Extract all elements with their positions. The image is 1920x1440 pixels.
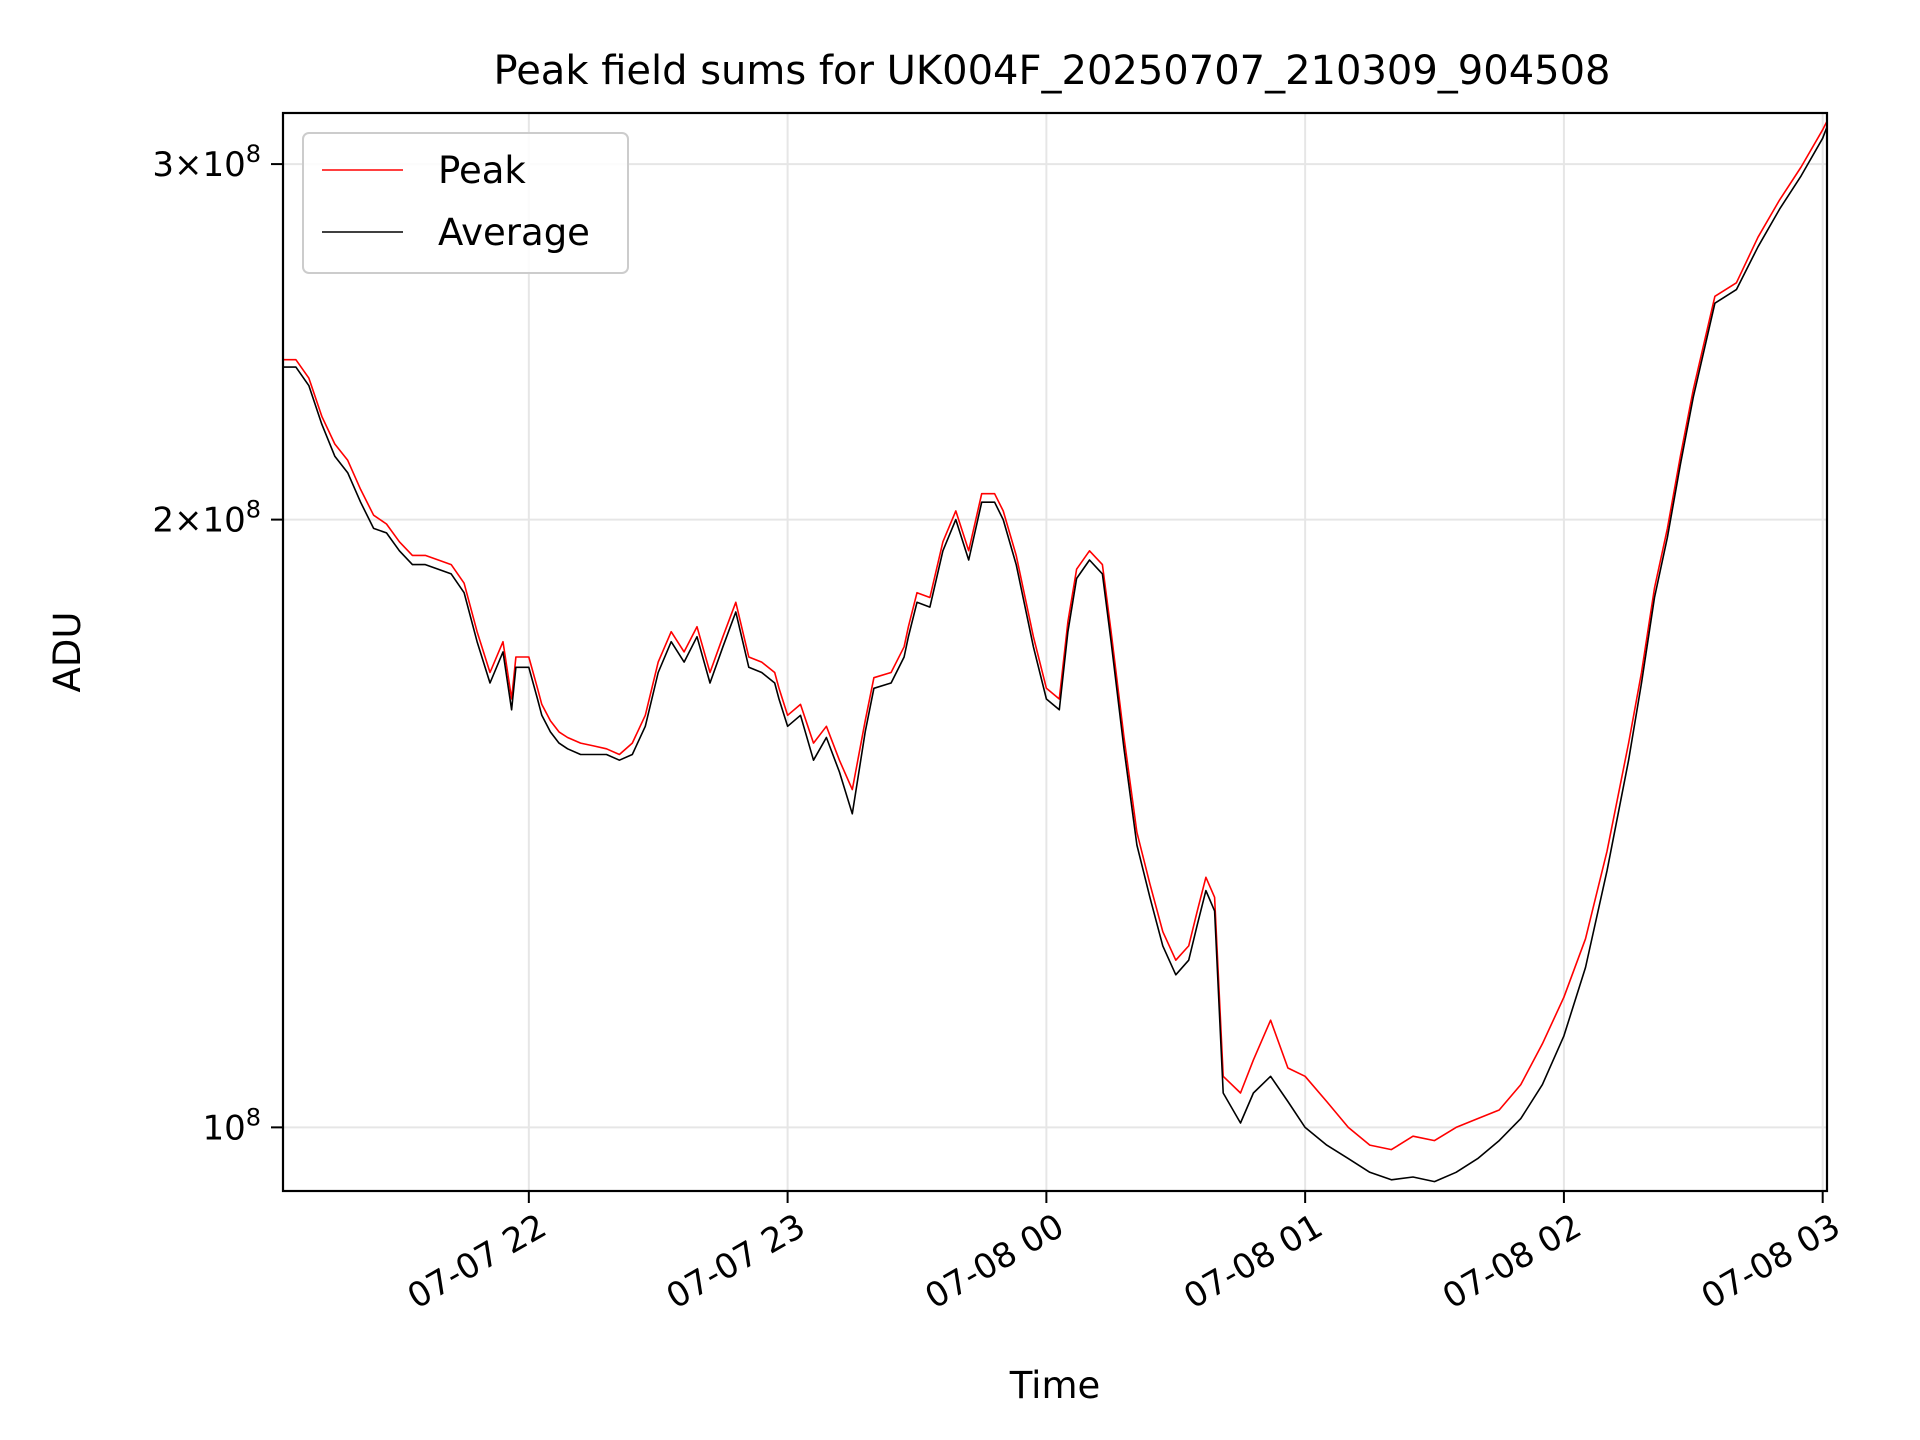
chart-title: Peak field sums for UK004F_20250707_2103… xyxy=(494,48,1611,94)
x-axis-label: Time xyxy=(1009,1364,1101,1407)
y-tick-exponent: 8 xyxy=(246,496,261,524)
y-tick-base: 10 xyxy=(202,1108,245,1148)
legend-label-average: Average xyxy=(438,211,590,254)
y-axis-label: ADU xyxy=(46,612,89,693)
y-tick-exponent: 8 xyxy=(246,140,261,168)
y-tick-label: 108 xyxy=(202,1103,261,1148)
plot-frame xyxy=(281,111,1829,1193)
legend-box xyxy=(302,132,629,274)
y-tick-label: 2×108 xyxy=(152,496,261,541)
series-line-peak xyxy=(283,120,1828,1151)
y-tick-exponent: 8 xyxy=(246,1103,261,1131)
plot-series xyxy=(283,120,1828,1183)
grid xyxy=(283,113,1827,1191)
y-tick-base: 3×10 xyxy=(152,145,245,185)
y-tick-base: 2×10 xyxy=(152,501,245,541)
legend-label-peak: Peak xyxy=(438,149,526,192)
series-line-average xyxy=(283,126,1828,1183)
y-tick-label: 3×108 xyxy=(152,140,261,185)
legend: Peak Average xyxy=(302,132,629,274)
